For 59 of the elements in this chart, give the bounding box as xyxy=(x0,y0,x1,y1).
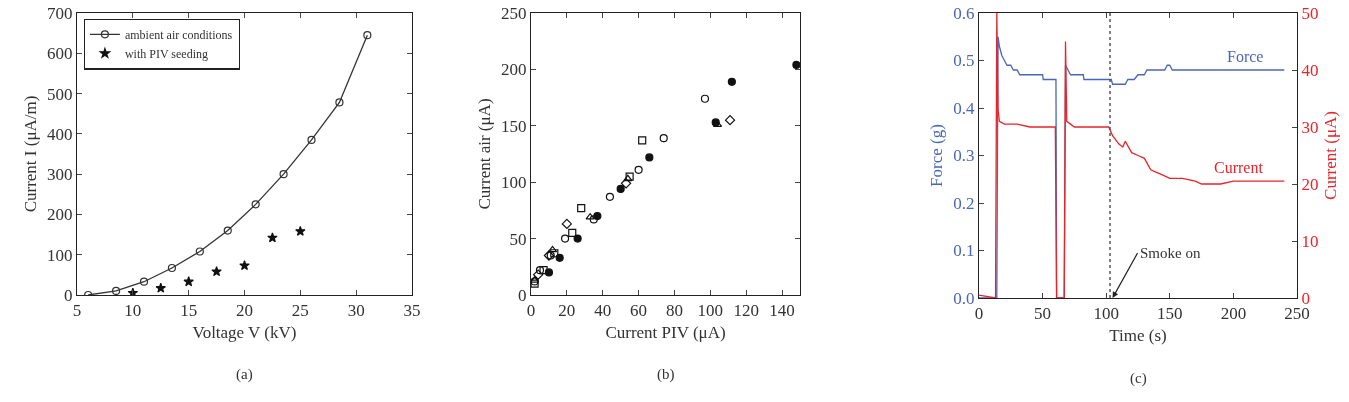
y-axis-title: Current I (μA/m) xyxy=(20,95,40,213)
x-tick-label: 120 xyxy=(733,301,759,321)
y-tick-label: 200 xyxy=(501,60,527,80)
y2-tick-label: 20 xyxy=(1301,174,1319,194)
y-axis-title: Current air (μA) xyxy=(474,98,494,210)
text: (b) xyxy=(657,366,675,383)
y-tick-label: 200 xyxy=(47,205,73,225)
x-tick-label: 150 xyxy=(1157,304,1183,324)
y-tick-label: 150 xyxy=(501,116,527,136)
annotation: Smoke on xyxy=(1140,245,1201,261)
y2-tick-label: 50 xyxy=(1301,3,1319,23)
x-tick-label: 60 xyxy=(630,301,648,321)
x-tick-label: 80 xyxy=(665,301,683,321)
y2-axis-title: Current (μA) xyxy=(1320,111,1340,200)
text: (a) xyxy=(236,366,253,383)
legend-label: with PIV seeding xyxy=(124,47,209,62)
x-tick-label: 40 xyxy=(594,301,612,321)
y-tick-label: 0.5 xyxy=(953,51,975,71)
y-tick-label: 0 xyxy=(64,285,73,305)
x-tick-label: 20 xyxy=(558,301,576,321)
y2-tick-label: 30 xyxy=(1301,117,1319,137)
y-tick-label: 100 xyxy=(47,245,73,265)
y-tick-label: 500 xyxy=(47,84,73,104)
x-axis-title: Voltage V (kV) xyxy=(192,322,297,342)
y-tick-label: 0.6 xyxy=(953,3,975,23)
x-tick-label: 25 xyxy=(291,301,309,321)
series-label: Current xyxy=(1214,159,1264,176)
y-tick-label: 100 xyxy=(501,173,527,193)
y-tick-label: 0.3 xyxy=(953,146,975,166)
x-axis-title: Current PIV (μA) xyxy=(605,322,726,342)
y-tick-label: 400 xyxy=(47,124,73,144)
y-tick-label: 50 xyxy=(509,229,527,249)
y-tick-label: 600 xyxy=(47,44,73,64)
x-tick-label: 140 xyxy=(769,301,795,321)
x-axis-title: Time (s) xyxy=(1109,325,1167,345)
series-label: Force xyxy=(1227,48,1264,65)
x-tick-label: 20 xyxy=(236,301,253,321)
y-tick-label: 700 xyxy=(47,3,73,23)
x-tick-label: 30 xyxy=(347,301,365,321)
y-tick-label: 0.2 xyxy=(953,193,975,213)
y-tick-label: 0 xyxy=(518,285,527,305)
x-tick-label: 15 xyxy=(180,301,198,321)
y-tick-label: 0.1 xyxy=(953,241,975,261)
x-tick-label: 10 xyxy=(124,301,142,321)
y2-tick-label: 10 xyxy=(1301,231,1319,251)
y-axis-title: Force (g) xyxy=(926,124,946,187)
x-tick-label: 35 xyxy=(403,301,421,321)
x-tick-label: 5 xyxy=(72,301,82,321)
y2-tick-label: 40 xyxy=(1301,60,1319,80)
x-tick-label: 50 xyxy=(1034,304,1052,324)
x-tick-label: 200 xyxy=(1220,304,1247,324)
legend-label: ambient air conditions xyxy=(124,28,233,43)
text: (c) xyxy=(1130,370,1147,387)
y-tick-label: 0.4 xyxy=(953,98,976,118)
x-tick-label: 100 xyxy=(697,301,724,321)
y-tick-label: 250 xyxy=(501,3,527,23)
y-tick-label: 300 xyxy=(47,165,73,185)
x-tick-label: 100 xyxy=(1093,304,1119,324)
y-tick-label: 0.0 xyxy=(953,288,975,308)
